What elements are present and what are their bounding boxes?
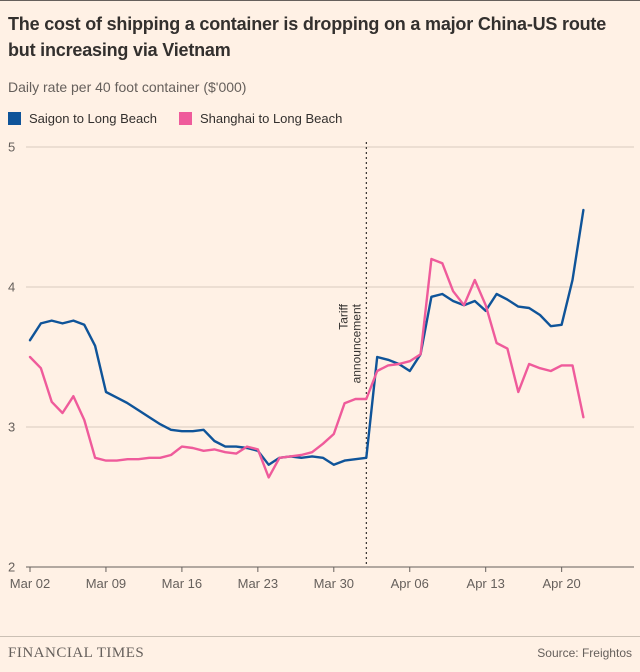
chart-footer: FINANCIAL TIMES Source: Freightos bbox=[0, 636, 640, 672]
series-line-0 bbox=[28, 208, 585, 467]
series-line-1 bbox=[28, 257, 585, 479]
chart-legend: Saigon to Long Beach Shanghai to Long Be… bbox=[0, 111, 640, 126]
shipping-rates-line-chart: 2 3 4 5 Mar 02 Mar 09 Mar 16 Mar 23 Mar 30 Apr 06… bbox=[8, 140, 634, 591]
x-axis-label: Mar 23 bbox=[238, 576, 278, 591]
chart-title: The cost of shipping a container is drop… bbox=[8, 14, 607, 61]
y-axis-label: 2 bbox=[8, 560, 15, 575]
x-axis-label: Mar 09 bbox=[86, 576, 126, 591]
legend-swatch-shanghai bbox=[178, 112, 192, 126]
legend-swatch-saigon bbox=[8, 112, 21, 126]
x-axis-label: Apr 13 bbox=[467, 576, 505, 591]
tariff-announcement-label: announcement bbox=[349, 304, 363, 384]
y-axis-label: 5 bbox=[8, 140, 15, 155]
legend-label-shanghai: Shanghai to Long Beach bbox=[199, 111, 343, 127]
ft-logo-text: FINANCIAL TIMES bbox=[8, 645, 145, 661]
legend-item-saigon: Saigon to Long Beach bbox=[8, 111, 157, 126]
x-axis-label: Mar 02 bbox=[10, 576, 50, 591]
tariff-announcement-label: Tariff bbox=[336, 304, 350, 330]
x-axis-label: Mar 16 bbox=[162, 576, 202, 591]
legend-item-shanghai: Shanghai to Long Beach bbox=[178, 111, 343, 127]
y-axis-label: 3 bbox=[8, 420, 15, 435]
chart-subtitle: Daily rate per 40 foot container ($'000) bbox=[8, 79, 247, 96]
x-axis-label: Mar 30 bbox=[314, 576, 354, 591]
y-axis-label: 4 bbox=[8, 280, 15, 295]
x-axis-label: Apr 20 bbox=[542, 576, 580, 591]
x-axis-label: Apr 06 bbox=[391, 576, 429, 591]
source-credit: Source: Freightos bbox=[537, 646, 632, 660]
legend-label-saigon: Saigon to Long Beach bbox=[29, 111, 157, 127]
